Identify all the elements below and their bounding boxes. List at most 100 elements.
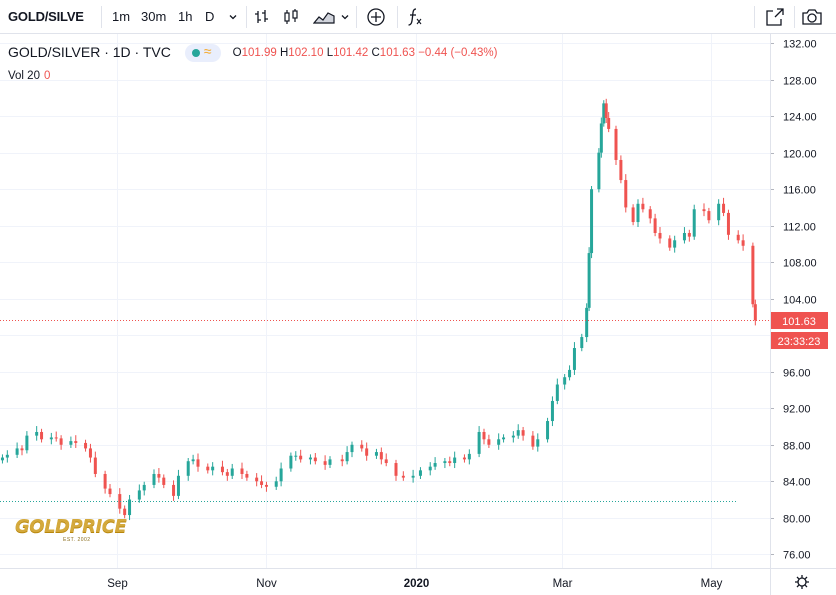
candle-body [428,466,432,471]
candle-body [240,468,244,474]
candle-body [20,448,24,451]
candle-body [516,430,520,436]
candlestick-icon[interactable] [278,0,304,34]
legend-status-badge[interactable]: ≈ [184,43,221,63]
candle-body [40,431,44,440]
close-label: C [371,47,380,60]
candle-body [0,457,4,461]
candle-body [401,475,405,478]
price-chart[interactable]: 76.0080.0084.0088.0092.0096.00100.00104.… [0,34,836,595]
candle-body [619,159,623,181]
candle-body [142,484,146,491]
candle-body [299,455,303,460]
x-tick-label: Nov [256,578,277,590]
candle-body [673,240,677,248]
x-tick-label: Sep [107,578,127,590]
countdown-text: 23:33:23 [778,336,821,348]
y-tick-label: 128.00 [783,76,817,88]
candle-body [726,212,730,235]
candle-body [418,470,422,476]
timeframe-30m-button[interactable]: 30m [141,9,167,24]
volume-legend: Vol 20 0 [8,70,50,82]
candle-body [443,461,447,464]
toolbar-divider [101,6,102,28]
logo-wordmark: GOLDPRICE [15,516,127,537]
candle-body [624,180,628,208]
timeframe-1m-button[interactable]: 1m [112,9,131,24]
candle-body [230,468,234,476]
open-value: 101.99 [241,47,277,60]
timeframe-d-button[interactable]: D [205,9,215,24]
candle-body [313,457,317,462]
toolbar-divider [246,6,247,28]
chevron-down-icon[interactable] [332,0,358,34]
candlestick-series [0,98,757,521]
y-tick-label: 120.00 [783,149,817,161]
candle-body [384,459,388,464]
candle-body [374,452,378,456]
y-tick-label: 88.00 [783,441,811,453]
high-label: H [279,47,289,60]
candle-body [360,444,364,449]
candle-body [118,494,122,509]
series-legend: GOLD/SILVER · 1D · TVC ≈ O101.99 H102.10… [8,43,497,63]
x-tick-label: 2020 [404,578,430,590]
candle-body [487,439,491,445]
candle-body [717,203,721,221]
candle-body [448,461,452,464]
time-axis-labels: Sep Nov 2020 Mar May [107,578,722,590]
toolbar-divider [754,6,755,28]
chart-toolbar: GOLD/SILVE 1m 30m 1h D [0,0,836,34]
candle-body [668,238,672,248]
compare-add-icon[interactable] [363,0,389,34]
candle-body [722,203,726,213]
candle-body [152,473,156,485]
candle-body [108,488,112,495]
timeframe-1h-button[interactable]: 1h [178,9,193,24]
candle-body [614,128,618,160]
y-tick-label: 124.00 [783,112,817,124]
candle-body [35,431,39,436]
logo-subtext: EST. 2002 [63,537,91,543]
bar-chart-icon[interactable] [249,0,275,34]
candle-body [550,400,554,422]
symbol-search-button[interactable]: GOLD/SILVE [8,9,84,24]
settings-gear-icon[interactable] [795,575,809,589]
candle-body [264,484,268,487]
toolbar-divider [794,6,795,28]
y-tick-label: 108.00 [783,258,817,270]
candle-body [394,463,398,476]
candle-body [531,435,535,447]
candle-body [587,253,591,308]
candle-body [162,477,166,485]
camera-icon[interactable] [799,0,825,34]
candle-body [59,438,63,445]
candle-body [521,430,525,436]
volume-value: 0 [43,70,51,82]
chevron-down-icon[interactable] [220,0,246,34]
last-price-text: 101.63 [782,316,816,328]
indicators-fx-icon[interactable] [402,0,428,34]
candle-body [365,448,369,456]
candle-body [308,457,312,460]
toolbar-divider [356,6,357,28]
candle-body [462,457,466,460]
candle-body [191,459,195,462]
low-label: L [326,47,334,60]
candle-body [54,437,58,439]
close-value: 101.63 [379,47,415,60]
fullscreen-icon[interactable] [762,0,788,34]
area-chart-icon[interactable] [311,0,337,34]
candle-body [497,439,501,445]
candle-body [84,442,88,449]
reference-lines [0,320,770,502]
candle-body [511,435,515,438]
candle-body [206,466,210,471]
candle-body [245,473,249,478]
candle-body [5,454,9,458]
candle-body [176,475,180,496]
candle-body [477,431,481,454]
y-tick-label: 76.00 [783,550,811,562]
goldprice-logo: GOLDPRICE EST. 2002 [15,516,147,546]
candle-body [225,472,229,476]
